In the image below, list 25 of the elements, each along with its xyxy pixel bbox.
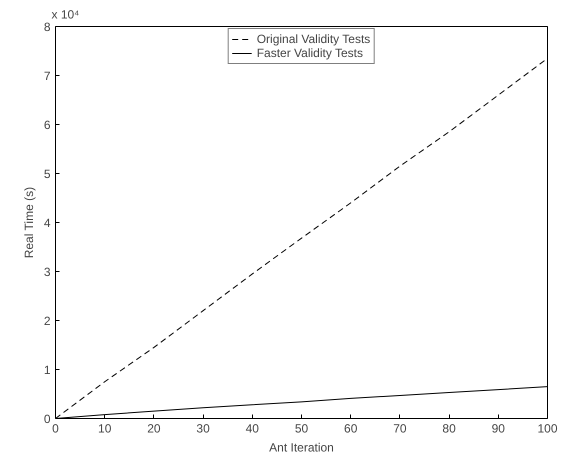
x-tick-label: 30 <box>196 422 210 436</box>
x-tick-label: 50 <box>294 422 308 436</box>
y-tick-label: 6 <box>44 118 51 132</box>
y-tick-label: 2 <box>44 314 51 328</box>
legend-label: Faster Validity Tests <box>256 46 363 60</box>
x-tick-label: 70 <box>393 422 407 436</box>
x-tick-label: 0 <box>52 422 60 436</box>
x-tick-label: 90 <box>492 422 506 436</box>
y-tick-label: 7 <box>44 69 51 83</box>
x-axis-title: Ant Iteration <box>269 440 334 454</box>
y-tick-label: 0 <box>44 412 51 426</box>
x-tick-label: 80 <box>442 422 456 436</box>
y-tick-label: 5 <box>44 167 51 181</box>
y-tick-label: 3 <box>44 265 51 279</box>
x-tick-label: 10 <box>98 422 112 436</box>
text: x 10⁴ <box>52 8 80 22</box>
y-tick-label: 8 <box>44 20 51 34</box>
x-tick-label: 20 <box>147 422 161 436</box>
y-axis-title: Real Time (s) <box>22 186 36 258</box>
legend-label: Original Validity Tests <box>256 32 370 46</box>
x-tick-label: 40 <box>246 422 260 436</box>
y-tick-label: 4 <box>44 216 51 230</box>
x-tick-label: 60 <box>344 422 358 436</box>
y-tick-label: 1 <box>44 363 51 377</box>
x-tick-label: 100 <box>537 422 558 436</box>
